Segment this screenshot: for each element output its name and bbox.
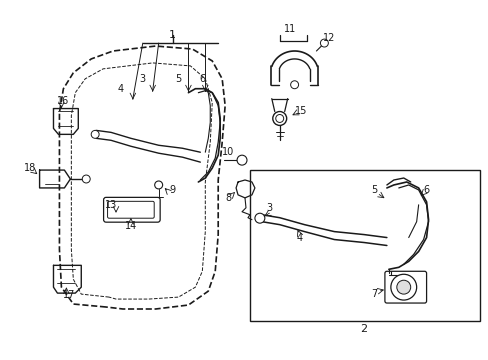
Text: 18: 18 (23, 163, 36, 173)
Text: 3: 3 (140, 74, 145, 84)
Circle shape (237, 155, 246, 165)
Text: 6: 6 (423, 185, 429, 195)
Text: 14: 14 (124, 221, 137, 231)
FancyBboxPatch shape (107, 201, 154, 218)
Text: 8: 8 (224, 193, 231, 203)
Circle shape (320, 39, 327, 47)
Text: 17: 17 (63, 290, 75, 300)
FancyBboxPatch shape (384, 271, 426, 303)
Text: 6: 6 (199, 74, 205, 84)
Text: 16: 16 (57, 96, 69, 105)
Text: 3: 3 (266, 203, 272, 213)
Circle shape (275, 114, 283, 122)
Text: 15: 15 (295, 105, 307, 116)
Text: 2: 2 (360, 324, 367, 334)
Circle shape (82, 175, 90, 183)
Text: 1: 1 (169, 30, 176, 40)
Text: 11: 11 (283, 24, 295, 34)
Text: 5: 5 (175, 74, 181, 84)
Circle shape (91, 130, 99, 138)
Circle shape (254, 213, 264, 223)
Text: 5: 5 (370, 185, 376, 195)
Text: 4: 4 (296, 233, 302, 243)
FancyBboxPatch shape (103, 197, 160, 222)
Circle shape (272, 112, 286, 125)
Text: 10: 10 (222, 147, 234, 157)
Bar (249, 170, 479, 321)
Circle shape (154, 181, 163, 189)
Text: 9: 9 (169, 185, 175, 195)
Text: 7: 7 (370, 289, 376, 299)
Text: 13: 13 (105, 200, 117, 210)
Text: 4: 4 (118, 84, 124, 94)
Circle shape (396, 280, 410, 294)
Circle shape (390, 274, 416, 300)
Text: 12: 12 (323, 33, 335, 43)
Circle shape (290, 81, 298, 89)
